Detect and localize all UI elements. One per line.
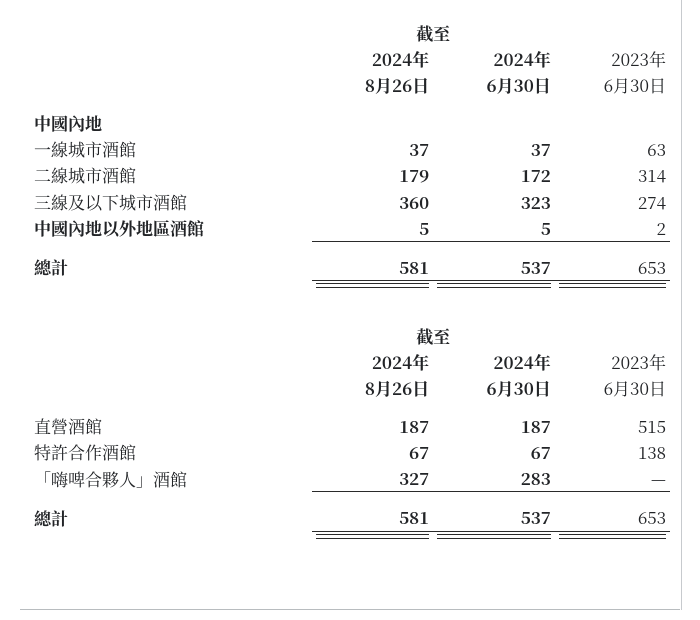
total-cell: 653 <box>555 504 670 531</box>
cell: 515 <box>555 413 670 439</box>
total-label: 總計 <box>30 504 312 531</box>
row-label: 三線及以下城市酒館 <box>30 189 312 215</box>
header-year-c1: 2024年 <box>312 46 434 72</box>
row-label: 「嗨啤合夥人」酒館 <box>30 465 312 492</box>
row-label: 二線城市酒館 <box>30 162 312 188</box>
total-row: 總計 581 537 653 <box>30 504 670 531</box>
double-rule <box>559 283 666 289</box>
header-date-c3: 6月30日 <box>555 375 670 401</box>
table-row: 二線城市酒館 179 172 314 <box>30 162 670 188</box>
total-cell: 537 <box>433 254 555 281</box>
cell: 283 <box>433 465 555 492</box>
total-label: 總計 <box>30 254 312 281</box>
header-year-c3: 2023年 <box>555 46 670 72</box>
cell: 179 <box>312 162 434 188</box>
row-label: 特許合作酒館 <box>30 439 312 465</box>
row-label: 直營酒館 <box>30 413 312 439</box>
cell: 274 <box>555 189 670 215</box>
cell: 187 <box>312 413 434 439</box>
cell: 138 <box>555 439 670 465</box>
cell: 2 <box>555 215 670 242</box>
table1-overall-header: 截至 <box>312 20 555 46</box>
table-row: 特許合作酒館 67 67 138 <box>30 439 670 465</box>
section-label-mainland: 中國內地 <box>30 110 312 136</box>
cell: 360 <box>312 189 434 215</box>
table-row: 直營酒館 187 187 515 <box>30 413 670 439</box>
row-label: 一線城市酒館 <box>30 136 312 162</box>
table-row: 一線城市酒館 37 37 63 <box>30 136 670 162</box>
cell: 172 <box>433 162 555 188</box>
total-cell: 581 <box>312 254 434 281</box>
cell: 323 <box>433 189 555 215</box>
total-cell: 581 <box>312 504 434 531</box>
header-date-c2: 6月30日 <box>433 375 555 401</box>
table-row: 「嗨啤合夥人」酒館 327 283 — <box>30 465 670 492</box>
header-date-c3: 6月30日 <box>555 72 670 98</box>
total-cell: 653 <box>555 254 670 281</box>
table2-overall-header: 截至 <box>312 323 555 349</box>
double-rule <box>559 534 666 540</box>
double-rule <box>437 534 551 540</box>
double-rule <box>316 283 430 289</box>
cell: 67 <box>312 439 434 465</box>
cell: 37 <box>433 136 555 162</box>
cell: 187 <box>433 413 555 439</box>
cell: 67 <box>433 439 555 465</box>
cell: 5 <box>312 215 434 242</box>
cell: 37 <box>312 136 434 162</box>
cell: 314 <box>555 162 670 188</box>
header-year-c2: 2024年 <box>433 349 555 375</box>
page-right-border <box>681 0 682 610</box>
table-region-breakdown: 截至 2024年 2024年 2023年 8月26日 6月30日 6月30日 中… <box>30 20 670 542</box>
table-row: 三線及以下城市酒館 360 323 274 <box>30 189 670 215</box>
header-date-c1: 8月26日 <box>312 375 434 401</box>
cell: — <box>555 465 670 492</box>
total-row: 總計 581 537 653 <box>30 254 670 281</box>
header-year-c3: 2023年 <box>555 349 670 375</box>
table-row: 中國內地以外地區酒館 5 5 2 <box>30 215 670 242</box>
double-rule <box>316 534 430 540</box>
header-date-c2: 6月30日 <box>433 72 555 98</box>
cell: 5 <box>433 215 555 242</box>
total-cell: 537 <box>433 504 555 531</box>
cell: 327 <box>312 465 434 492</box>
row-label-outside: 中國內地以外地區酒館 <box>30 215 312 242</box>
page: 截至 2024年 2024年 2023年 8月26日 6月30日 6月30日 中… <box>0 0 700 620</box>
page-bottom-border <box>20 609 680 610</box>
header-year-c2: 2024年 <box>433 46 555 72</box>
header-year-c1: 2024年 <box>312 349 434 375</box>
double-rule <box>437 283 551 289</box>
header-date-c1: 8月26日 <box>312 72 434 98</box>
cell: 63 <box>555 136 670 162</box>
